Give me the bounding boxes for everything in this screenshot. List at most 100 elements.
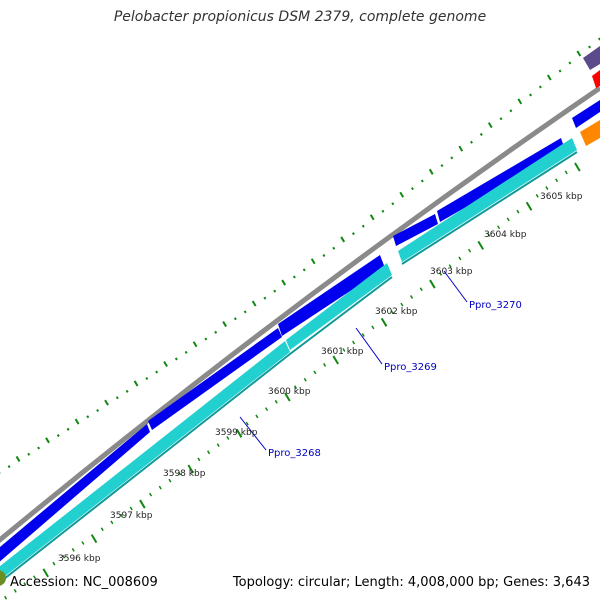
gc-dash (204, 337, 208, 341)
reverse-cds-track (0, 138, 578, 588)
gc-dash (546, 74, 552, 81)
reverse-cds-segment[interactable] (0, 341, 290, 588)
origin-marker (0, 570, 6, 586)
forward-cds-segment[interactable] (437, 138, 565, 222)
forward-cds-segment[interactable] (393, 214, 438, 246)
scale-tick (535, 194, 539, 198)
gc-dash (420, 179, 424, 183)
gc-dash (470, 140, 473, 144)
gc-dash (411, 187, 414, 191)
gc-dash (440, 164, 444, 168)
scale-tick (419, 287, 423, 292)
gc-dash (251, 300, 257, 307)
gc-dash (133, 380, 139, 387)
scale-tick (284, 392, 291, 402)
gc-dash (104, 399, 109, 406)
scale-tick (235, 428, 243, 438)
forward-cds-track (0, 138, 565, 570)
scale-tick (545, 186, 549, 190)
scale-tick (294, 385, 298, 390)
gc-dash (174, 357, 178, 361)
forward-cds-segment[interactable] (0, 424, 150, 570)
feature-orange[interactable] (580, 120, 600, 146)
gc-dash (292, 275, 296, 279)
gene-label-ppro-3269[interactable]: Ppro_3269 (384, 362, 437, 373)
gc-dash (529, 93, 532, 97)
scale-tick (352, 340, 356, 345)
scale-tick (458, 256, 462, 261)
reverse-cds-segment[interactable] (398, 138, 577, 262)
scale-tick (525, 201, 533, 211)
tick-label: 3597 kbp (110, 511, 153, 521)
gc-dash (7, 465, 11, 469)
tick-label: 3604 kbp (484, 230, 527, 240)
scale-tick (497, 225, 501, 230)
gc-dash (558, 69, 562, 73)
scale-tick (361, 333, 365, 337)
reverse-cds-segment[interactable] (286, 263, 392, 350)
gc-dash (568, 61, 572, 65)
gc-dash (340, 236, 346, 243)
scale-tick (371, 325, 375, 330)
gc-content-ticks (0, 37, 600, 474)
scale-tick (380, 317, 388, 327)
scale-tick (4, 595, 8, 600)
gc-dash (517, 98, 523, 105)
scale-tick (62, 554, 66, 559)
gc-dash (263, 296, 267, 300)
gene-label-lines (239, 270, 468, 451)
gc-dash (15, 455, 21, 462)
scale-tick (100, 527, 104, 532)
map-title: Pelobacter propionicus DSM 2379, complet… (113, 9, 487, 25)
scale-tick (158, 485, 162, 490)
gc-dash (351, 232, 355, 236)
scale-tick (81, 541, 85, 545)
gc-dash (302, 268, 306, 272)
scale-tick (129, 506, 133, 511)
scale-tick (574, 162, 581, 172)
tick-label: 3605 kbp (540, 192, 583, 202)
tick-label: 3600 kbp (268, 387, 311, 397)
gc-dash (45, 437, 50, 444)
upper-right-features (572, 46, 600, 146)
scale-tick (255, 414, 259, 419)
scale-tick (303, 377, 307, 382)
scale-tick (555, 178, 559, 183)
scale-tick (506, 217, 510, 222)
tick-label: 3598 kbp (163, 469, 206, 479)
feature-blue-small[interactable] (572, 100, 600, 128)
scale-tick (110, 520, 114, 525)
gc-dash (184, 350, 188, 354)
gc-dash (332, 246, 336, 250)
scale-tick (245, 421, 249, 426)
gc-dash (322, 253, 326, 258)
feature-purple[interactable] (583, 46, 600, 70)
scale-tick (332, 355, 339, 365)
gc-dash (214, 330, 218, 334)
scale-tick (187, 464, 194, 474)
scale-tick (323, 363, 327, 367)
gene-leader-line (355, 327, 383, 365)
scale-tick (439, 271, 443, 276)
gene-label-ppro-3270[interactable]: Ppro_3270 (469, 300, 522, 311)
scale-tick (207, 450, 211, 455)
feature-red[interactable] (592, 70, 600, 88)
gc-dash (281, 279, 287, 286)
gc-dash (96, 408, 100, 412)
scale-tick (226, 436, 230, 440)
gc-dash (391, 202, 395, 206)
gc-dash (125, 389, 129, 393)
gene-label-ppro-3268[interactable]: Ppro_3268 (268, 448, 321, 459)
scale-tick (313, 370, 317, 375)
gc-dash (56, 434, 60, 438)
gene-leader-line (443, 270, 468, 303)
forward-cds-segment[interactable] (278, 255, 385, 336)
scale-tick (564, 170, 568, 175)
gc-dash (538, 85, 542, 89)
gc-dash (361, 224, 365, 228)
scale-tick (448, 264, 452, 269)
gc-dash (145, 376, 149, 381)
gc-dash (576, 50, 582, 57)
forward-cds-segment[interactable] (148, 328, 282, 430)
